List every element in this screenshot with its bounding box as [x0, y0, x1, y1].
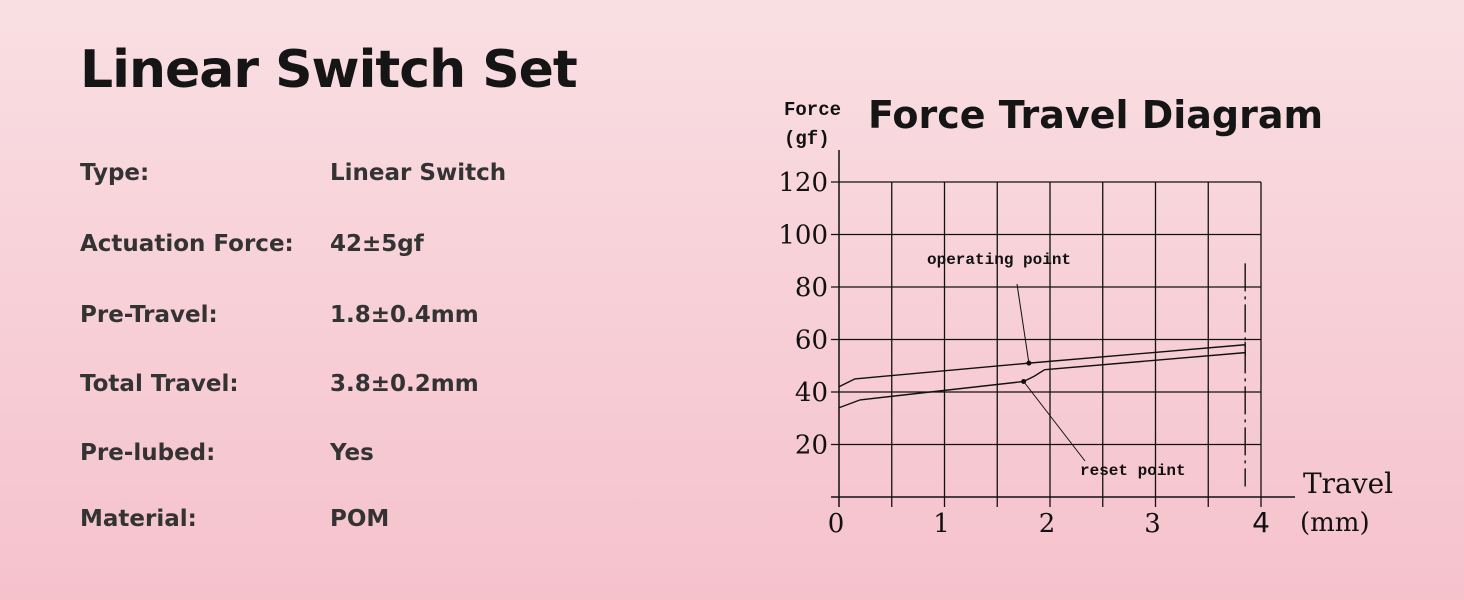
spec-row: Actuation Force: 42±5gf: [80, 231, 424, 257]
x-tick-label: 2: [1039, 509, 1056, 539]
spec-value: 3.8±0.2mm: [330, 371, 479, 397]
y-tick-label: 80: [795, 273, 828, 303]
x-axis-unit: (mm): [1300, 508, 1370, 538]
reset-point-label: reset point: [1080, 462, 1186, 480]
spec-label: Pre-lubed:: [80, 440, 216, 466]
spec-value: POM: [330, 506, 390, 532]
spec-label: Material:: [80, 506, 197, 532]
x-tick-label: 3: [1144, 509, 1161, 539]
spec-value: 1.8±0.4mm: [330, 302, 479, 328]
spec-row: Material: POM: [80, 506, 389, 532]
y-tick-label: 20: [795, 431, 828, 461]
x-tick-label: 1: [933, 509, 950, 539]
y-axis-label: Force: [784, 99, 841, 121]
spec-row: Total Travel: 3.8±0.2mm: [80, 371, 479, 397]
spec-value: 42±5gf: [330, 231, 424, 257]
spec-label: Pre-Travel:: [80, 302, 218, 328]
spec-label: Type:: [80, 160, 150, 186]
reset-point-leader: [1023, 381, 1086, 462]
series-line-release: [838, 351, 1246, 409]
x-axis-label: Travel: [1303, 467, 1393, 500]
spec-value: Linear Switch: [330, 160, 507, 186]
chart-title: Force Travel Diagram: [868, 93, 1323, 137]
spec-row: Pre-Travel: 1.8±0.4mm: [80, 302, 479, 328]
y-tick-label: 40: [795, 378, 828, 408]
y-tick-label: 60: [795, 326, 828, 356]
spec-value: Yes: [330, 440, 374, 466]
x-tick-label: 4: [1252, 506, 1270, 539]
y-tick-label: 100: [778, 221, 828, 251]
x-tick-label: 0: [828, 509, 845, 539]
spec-row: Type: Linear Switch: [80, 160, 506, 186]
spec-row: Pre-lubed: Yes: [80, 440, 374, 466]
operating-point-leader: [1016, 283, 1030, 364]
series-line-press: [838, 344, 1246, 388]
spec-label: Total Travel:: [80, 371, 239, 397]
y-axis-unit: (gf): [784, 128, 830, 150]
spec-label: Actuation Force:: [80, 231, 294, 257]
y-tick-label: 120: [778, 168, 828, 198]
page-title: Linear Switch Set: [80, 40, 578, 100]
operating-point-label: operating point: [927, 251, 1071, 269]
